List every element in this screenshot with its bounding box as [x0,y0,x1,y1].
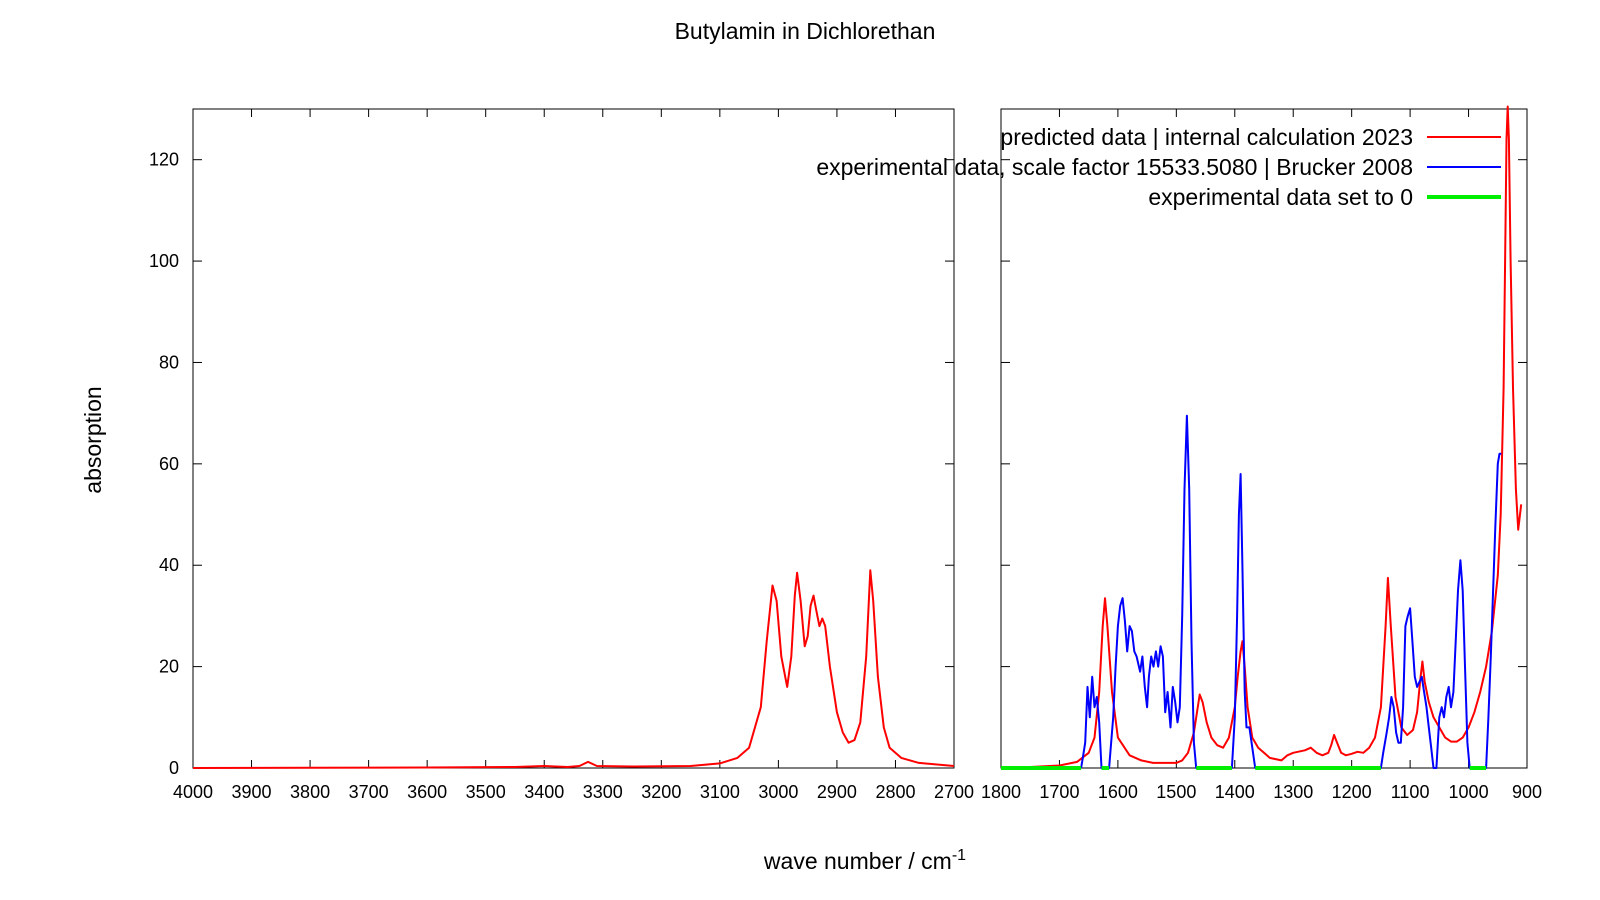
x-tick-label: 900 [1512,782,1542,802]
y-tick-label: 120 [149,150,179,170]
x-tick-label: 1200 [1332,782,1372,802]
x-tick-label: 3800 [290,782,330,802]
y-tick-label: 40 [159,555,179,575]
x-tick-label: 1300 [1273,782,1313,802]
y-tick-label: 20 [159,657,179,677]
x-tick-label: 3900 [232,782,272,802]
chart-title: Butylamin in Dichlorethan [675,18,936,44]
x-tick-label: 1400 [1215,782,1255,802]
x-tick-label: 3100 [700,782,740,802]
x-tick-label: 1500 [1156,782,1196,802]
x-tick-label: 3400 [524,782,564,802]
y-tick-label: 80 [159,352,179,372]
legend-label-2: experimental data set to 0 [1148,184,1413,210]
x-axis-label-text: wave number / cm [763,848,952,874]
y-axis-label: absorption [80,386,106,493]
y-tick-label: 60 [159,454,179,474]
plot-frame-left [192,108,955,769]
legend-label-0: predicted data | internal calculation 20… [1000,124,1413,150]
y-tick-label: 100 [149,251,179,271]
x-tick-label: 2800 [875,782,915,802]
x-tick-label: 3500 [466,782,506,802]
x-tick-label: 1700 [1039,782,1079,802]
x-tick-label: 3000 [758,782,798,802]
x-axis-label-exponent: -1 [952,847,966,864]
x-tick-label: 1000 [1449,782,1489,802]
x-tick-label: 3600 [407,782,447,802]
x-axis-label: wave number / cm-1 [763,847,966,874]
x-tick-label: 2700 [934,782,974,802]
series-line-0-right [1000,105,1523,769]
x-tick-label: 3700 [349,782,389,802]
x-tick-label: 3200 [641,782,681,802]
x-tick-label: 4000 [173,782,213,802]
x-tick-label: 3300 [583,782,623,802]
series-line-0-left [192,569,955,769]
y-tick-label: 0 [169,758,179,778]
x-tick-label: 1100 [1391,782,1430,802]
series-line-1-right [1080,414,1502,769]
x-tick-label: 2900 [817,782,857,802]
legend-label-1: experimental data, scale factor 15533.50… [816,154,1413,180]
x-tick-label: 1600 [1098,782,1138,802]
x-tick-label: 1800 [981,782,1021,802]
